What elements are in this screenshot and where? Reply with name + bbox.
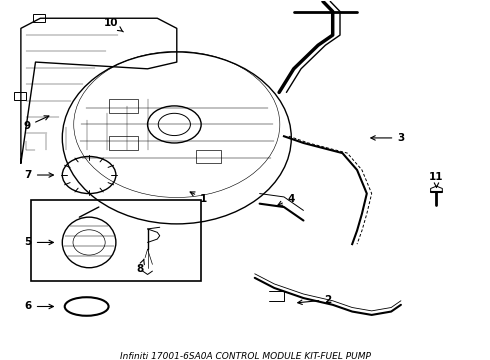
Text: 3: 3 — [371, 133, 405, 143]
Text: 9: 9 — [23, 116, 49, 131]
Text: 7: 7 — [24, 170, 53, 180]
Text: 1: 1 — [190, 192, 207, 204]
Text: 6: 6 — [24, 301, 53, 311]
Text: 10: 10 — [104, 18, 123, 32]
Text: Infiniti 17001-6SA0A CONTROL MODULE KIT-FUEL PUMP: Infiniti 17001-6SA0A CONTROL MODULE KIT-… — [120, 352, 370, 360]
Text: 2: 2 — [298, 295, 331, 305]
Text: 4: 4 — [278, 194, 295, 205]
Text: 8: 8 — [137, 259, 145, 274]
Text: 11: 11 — [429, 172, 444, 188]
Text: 5: 5 — [24, 238, 53, 247]
